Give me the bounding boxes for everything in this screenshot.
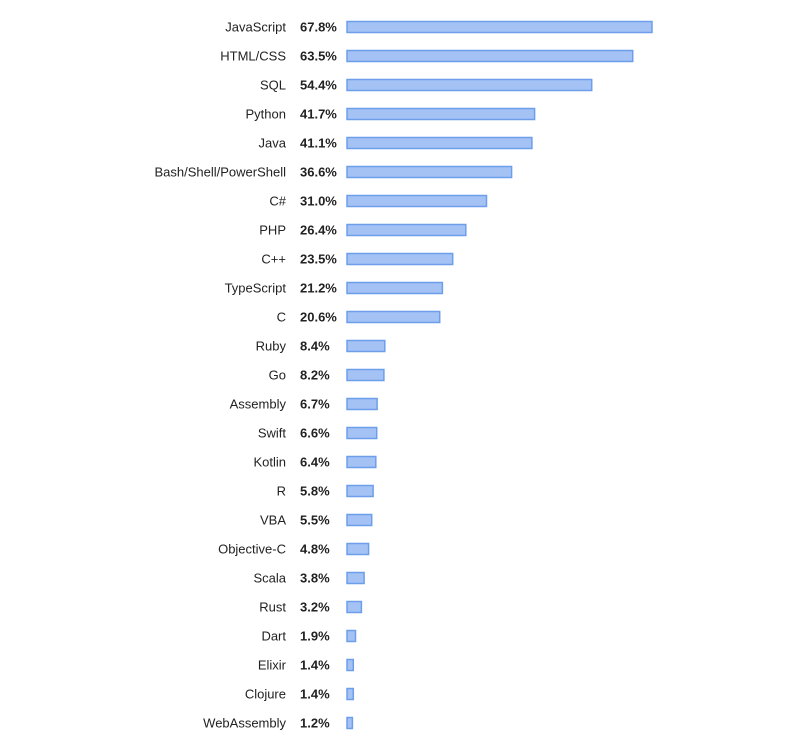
category-label: Java xyxy=(259,136,287,151)
category-label: Objective-C xyxy=(218,542,286,557)
bar xyxy=(346,107,536,121)
value-label: 3.8% xyxy=(300,571,330,586)
category-label: JavaScript xyxy=(225,20,286,35)
value-label: 8.2% xyxy=(300,368,330,383)
bar xyxy=(346,252,454,266)
bar xyxy=(346,310,441,324)
value-label: 4.8% xyxy=(300,542,330,557)
category-label: SQL xyxy=(260,78,286,93)
category-label: Go xyxy=(269,368,286,383)
bar xyxy=(346,339,386,353)
category-label: Rust xyxy=(259,600,286,615)
category-label: Bash/Shell/PowerShell xyxy=(154,165,286,180)
value-label: 1.4% xyxy=(300,687,330,702)
value-label: 6.7% xyxy=(300,397,330,412)
category-label: WebAssembly xyxy=(203,716,286,731)
category-label: Python xyxy=(246,107,286,122)
value-label: 1.2% xyxy=(300,716,330,731)
value-label: 5.5% xyxy=(300,513,330,528)
category-label: Ruby xyxy=(256,339,287,354)
category-label: Assembly xyxy=(230,397,287,412)
bar xyxy=(346,78,593,92)
bar xyxy=(346,426,378,440)
value-label: 1.9% xyxy=(300,629,330,644)
value-label: 1.4% xyxy=(300,658,330,673)
bar xyxy=(346,716,354,730)
value-label: 21.2% xyxy=(300,281,337,296)
category-label: Kotlin xyxy=(253,455,286,470)
category-label: VBA xyxy=(260,513,286,528)
bar xyxy=(346,571,365,585)
category-label: HTML/CSS xyxy=(220,49,286,64)
bar xyxy=(346,542,370,556)
bar xyxy=(346,49,634,63)
bar xyxy=(346,658,355,672)
bar xyxy=(346,368,385,382)
category-label: Clojure xyxy=(245,687,286,702)
category-label: Scala xyxy=(253,571,286,586)
bar xyxy=(346,194,488,208)
bar xyxy=(346,484,374,498)
category-label: C xyxy=(277,310,286,325)
bar xyxy=(346,281,444,295)
value-label: 67.8% xyxy=(300,20,337,35)
bar xyxy=(346,165,513,179)
value-label: 23.5% xyxy=(300,252,337,267)
value-label: 6.6% xyxy=(300,426,330,441)
bar xyxy=(346,397,378,411)
value-label: 31.0% xyxy=(300,194,337,209)
category-label: R xyxy=(277,484,286,499)
category-label: Swift xyxy=(258,426,287,441)
value-label: 8.4% xyxy=(300,339,330,354)
category-label: C++ xyxy=(261,252,286,267)
value-label: 36.6% xyxy=(300,165,337,180)
bar xyxy=(346,687,355,701)
category-label: Elixir xyxy=(258,658,287,673)
category-label: C# xyxy=(269,194,286,209)
value-label: 54.4% xyxy=(300,78,337,93)
bar xyxy=(346,223,467,237)
value-label: 5.8% xyxy=(300,484,330,499)
bar xyxy=(346,136,533,150)
category-label: TypeScript xyxy=(225,281,287,296)
value-label: 3.2% xyxy=(300,600,330,615)
bar xyxy=(346,20,653,34)
category-label: Dart xyxy=(261,629,286,644)
value-label: 26.4% xyxy=(300,223,337,238)
bar xyxy=(346,629,357,643)
value-label: 41.7% xyxy=(300,107,337,122)
value-label: 41.1% xyxy=(300,136,337,151)
value-label: 63.5% xyxy=(300,49,337,64)
bar xyxy=(346,455,377,469)
bar xyxy=(346,600,363,614)
value-label: 20.6% xyxy=(300,310,337,325)
bar xyxy=(346,513,373,527)
category-label: PHP xyxy=(259,223,286,238)
value-label: 6.4% xyxy=(300,455,330,470)
